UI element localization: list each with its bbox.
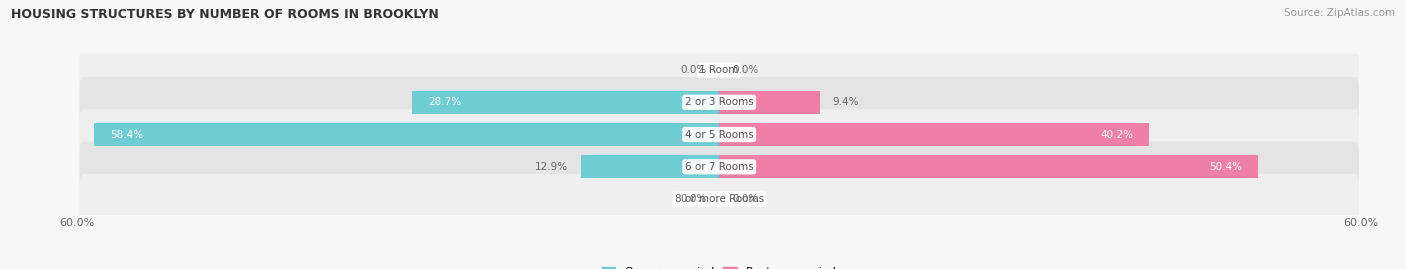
Bar bbox=[94, 123, 720, 146]
Text: Source: ZipAtlas.com: Source: ZipAtlas.com bbox=[1284, 8, 1395, 18]
Text: 50.4%: 50.4% bbox=[1209, 162, 1243, 172]
FancyBboxPatch shape bbox=[80, 174, 1358, 224]
Text: 1 Room: 1 Room bbox=[699, 65, 740, 75]
Text: 28.7%: 28.7% bbox=[429, 97, 461, 107]
Bar bbox=[412, 91, 720, 114]
Text: 12.9%: 12.9% bbox=[536, 162, 568, 172]
Bar bbox=[720, 155, 1258, 178]
Text: 0.0%: 0.0% bbox=[681, 194, 706, 204]
FancyBboxPatch shape bbox=[80, 45, 1358, 95]
Bar bbox=[720, 123, 1149, 146]
Text: HOUSING STRUCTURES BY NUMBER OF ROOMS IN BROOKLYN: HOUSING STRUCTURES BY NUMBER OF ROOMS IN… bbox=[11, 8, 439, 21]
Text: 0.0%: 0.0% bbox=[733, 194, 758, 204]
Text: 58.4%: 58.4% bbox=[111, 129, 143, 140]
FancyBboxPatch shape bbox=[80, 109, 1358, 160]
Text: 0.0%: 0.0% bbox=[733, 65, 758, 75]
FancyBboxPatch shape bbox=[80, 141, 1358, 192]
Text: 8 or more Rooms: 8 or more Rooms bbox=[675, 194, 763, 204]
Text: 9.4%: 9.4% bbox=[832, 97, 859, 107]
Text: 40.2%: 40.2% bbox=[1099, 129, 1133, 140]
Text: 6 or 7 Rooms: 6 or 7 Rooms bbox=[685, 162, 754, 172]
Bar bbox=[720, 91, 820, 114]
Text: 0.0%: 0.0% bbox=[681, 65, 706, 75]
FancyBboxPatch shape bbox=[80, 77, 1358, 128]
Text: 2 or 3 Rooms: 2 or 3 Rooms bbox=[685, 97, 754, 107]
Text: 4 or 5 Rooms: 4 or 5 Rooms bbox=[685, 129, 754, 140]
Legend: Owner-occupied, Renter-occupied: Owner-occupied, Renter-occupied bbox=[602, 267, 837, 269]
Bar bbox=[581, 155, 720, 178]
